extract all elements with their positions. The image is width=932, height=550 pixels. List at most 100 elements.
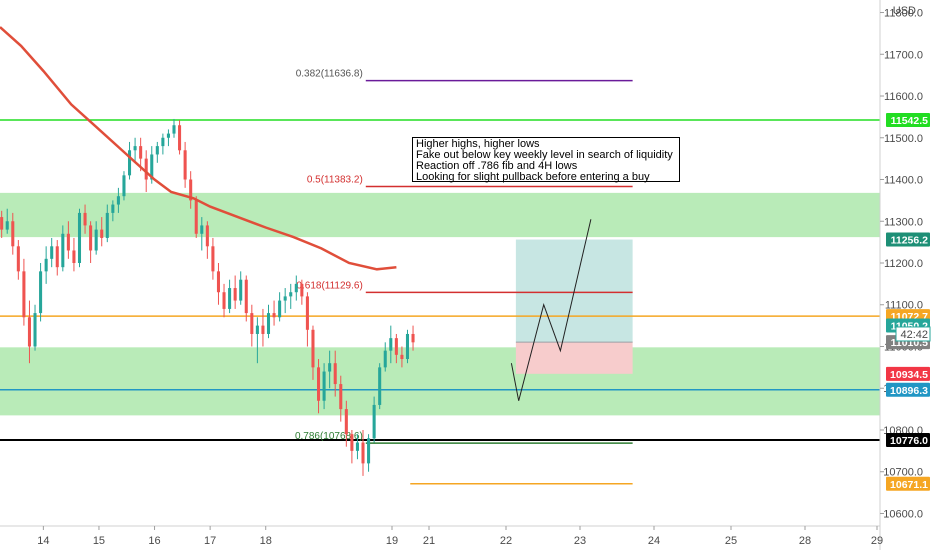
price-badge-text: 10934.5	[890, 369, 928, 381]
candle-body	[361, 442, 365, 464]
candle-body	[216, 271, 220, 293]
annotation-line: Higher highs, higher lows	[416, 138, 540, 150]
demand-zone[interactable]	[0, 192, 880, 238]
candle-body	[100, 229, 104, 238]
candle-body	[50, 246, 54, 259]
candle-body	[122, 175, 126, 197]
candle-body	[328, 363, 332, 372]
candle-body	[300, 283, 304, 297]
price-badge[interactable]	[886, 366, 930, 381]
candle-body	[228, 288, 232, 309]
annotation-line: Looking for slight pullback before enter…	[416, 171, 650, 183]
demand-zone[interactable]	[0, 347, 880, 416]
candle-body	[372, 404, 376, 439]
price-badge[interactable]	[886, 232, 930, 247]
x-tick-label: 21	[423, 535, 435, 547]
candle-body	[394, 338, 398, 355]
candle-body	[289, 292, 293, 297]
countdown-badge	[895, 326, 931, 342]
annotation-line: Reaction off .786 fib and 4H lows	[416, 160, 578, 172]
x-tick-label: 14	[37, 535, 49, 547]
x-tick-label: 23	[574, 535, 586, 547]
fib-level-label: 0.618(11129.6)	[296, 280, 362, 291]
candle-body	[127, 150, 132, 176]
candle-body	[255, 325, 259, 334]
candle-body	[211, 246, 215, 272]
candle-body	[161, 137, 165, 147]
fib-level-label: 0.382(11636.8)	[296, 69, 363, 80]
candle-body	[339, 384, 343, 410]
candle-body	[44, 258, 48, 272]
candle-body	[205, 225, 209, 247]
y-tick-label: 11800.0	[884, 8, 923, 20]
candle-body	[266, 313, 271, 334]
candle-body	[72, 250, 76, 263]
candle-body	[405, 333, 410, 360]
candle-body	[139, 146, 143, 159]
countdown-text: 42:42	[900, 329, 928, 341]
candle-body	[194, 200, 198, 234]
candle-body	[305, 296, 309, 330]
candle-body	[261, 325, 265, 334]
level-price-badge[interactable]	[886, 382, 930, 397]
moving-average-line[interactable]	[0, 26, 397, 271]
candle-body	[250, 313, 254, 334]
y-tick-label: 11500.0	[884, 133, 923, 145]
candle-body	[33, 313, 37, 347]
candle-body	[183, 150, 187, 180]
y-tick-label: 11300.0	[884, 216, 923, 228]
position-loss-zone[interactable]	[515, 342, 633, 374]
candle-body	[317, 367, 321, 401]
fib-level-label: 0.5(11383.2)	[307, 175, 363, 186]
candle-body	[155, 146, 159, 155]
x-tick-label: 24	[648, 535, 660, 547]
x-tick-label: 18	[260, 535, 272, 547]
candle-body	[278, 300, 282, 318]
candle-body	[378, 367, 382, 405]
candle-body	[66, 233, 70, 251]
candle-body	[200, 225, 204, 234]
x-tick-label: 25	[725, 535, 737, 547]
x-tick-label: 19	[386, 535, 398, 547]
candle-body	[400, 354, 404, 360]
level-price-badge[interactable]	[886, 113, 930, 128]
candle-body	[22, 271, 26, 318]
candle-body	[144, 158, 148, 180]
currency-label: USD	[893, 5, 916, 17]
x-tick-label: 29	[871, 535, 883, 547]
x-tick-label: 22	[500, 535, 512, 547]
candle-body	[189, 179, 193, 201]
candle-body	[233, 288, 237, 301]
level-price-badge-text: 11542.5	[891, 115, 929, 127]
candle-body	[133, 146, 137, 151]
candle-body	[239, 279, 243, 301]
candle-body	[283, 296, 287, 301]
candle-body	[350, 434, 354, 451]
candle-body	[55, 246, 59, 268]
candle-body	[89, 225, 93, 251]
price-badge[interactable]	[886, 476, 930, 491]
level-price-badge[interactable]	[886, 433, 930, 448]
x-tick-label: 17	[204, 535, 216, 547]
candle-body	[222, 292, 226, 309]
candle-body	[116, 196, 120, 205]
candle-body	[61, 233, 65, 268]
candle-body	[383, 350, 387, 368]
candle-body	[94, 229, 98, 251]
candle-body	[344, 409, 348, 435]
candle-body	[172, 125, 176, 134]
candle-body	[0, 217, 4, 230]
candle-body	[244, 279, 248, 314]
annotation-note[interactable]: Higher highs, higher lows Fake out below…	[412, 137, 680, 183]
x-tick-label: 16	[148, 535, 160, 547]
candle-body	[411, 333, 415, 343]
candle-body	[5, 221, 9, 230]
x-tick-label: 28	[799, 535, 811, 547]
x-tick-label: 15	[93, 535, 105, 547]
candle-body	[322, 371, 326, 401]
y-tick-label: 11100.0	[885, 300, 923, 312]
candle-body	[311, 329, 315, 368]
projection-path[interactable]	[510, 219, 592, 401]
